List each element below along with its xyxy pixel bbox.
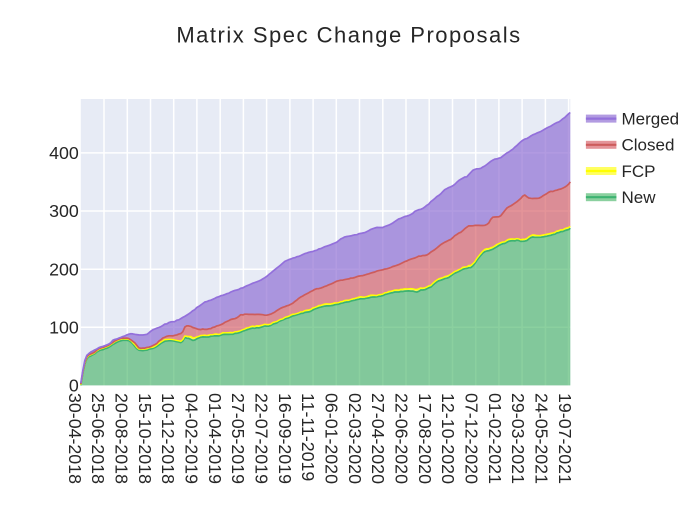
svg-text:24-05-2021: 24-05-2021 — [532, 393, 552, 484]
svg-text:27-05-2019: 27-05-2019 — [228, 393, 248, 484]
svg-text:11-11-2019: 11-11-2019 — [298, 393, 318, 481]
svg-text:27-04-2020: 27-04-2020 — [368, 393, 388, 484]
svg-text:15-10-2018: 15-10-2018 — [135, 393, 155, 484]
svg-text:30-04-2018: 30-04-2018 — [65, 393, 85, 484]
svg-text:10-12-2018: 10-12-2018 — [158, 393, 178, 484]
svg-text:20-08-2018: 20-08-2018 — [112, 393, 132, 484]
svg-text:FCP: FCP — [622, 162, 656, 181]
svg-text:300: 300 — [49, 201, 79, 221]
svg-text:19-07-2021: 19-07-2021 — [555, 393, 575, 484]
svg-text:0: 0 — [69, 376, 79, 396]
svg-text:25-06-2018: 25-06-2018 — [88, 393, 108, 484]
svg-text:12-10-2020: 12-10-2020 — [438, 393, 458, 484]
svg-text:Merged: Merged — [622, 110, 680, 129]
svg-text:Closed: Closed — [622, 136, 675, 155]
svg-text:01-04-2019: 01-04-2019 — [205, 393, 225, 484]
svg-text:04-02-2019: 04-02-2019 — [182, 393, 202, 484]
svg-text:17-08-2020: 17-08-2020 — [415, 393, 435, 484]
svg-text:02-03-2020: 02-03-2020 — [345, 393, 365, 484]
svg-text:01-02-2021: 01-02-2021 — [485, 393, 505, 484]
svg-text:07-12-2020: 07-12-2020 — [462, 393, 482, 484]
svg-text:100: 100 — [49, 318, 79, 338]
svg-text:Matrix Spec Change Proposals: Matrix Spec Change Proposals — [176, 23, 521, 48]
svg-text:22-06-2020: 22-06-2020 — [392, 393, 412, 484]
svg-text:06-01-2020: 06-01-2020 — [322, 393, 342, 484]
svg-text:400: 400 — [49, 143, 79, 163]
svg-text:29-03-2021: 29-03-2021 — [508, 393, 528, 484]
svg-text:New: New — [622, 188, 657, 207]
svg-text:16-09-2019: 16-09-2019 — [275, 393, 295, 484]
svg-text:200: 200 — [49, 259, 79, 279]
svg-text:22-07-2019: 22-07-2019 — [252, 393, 272, 484]
